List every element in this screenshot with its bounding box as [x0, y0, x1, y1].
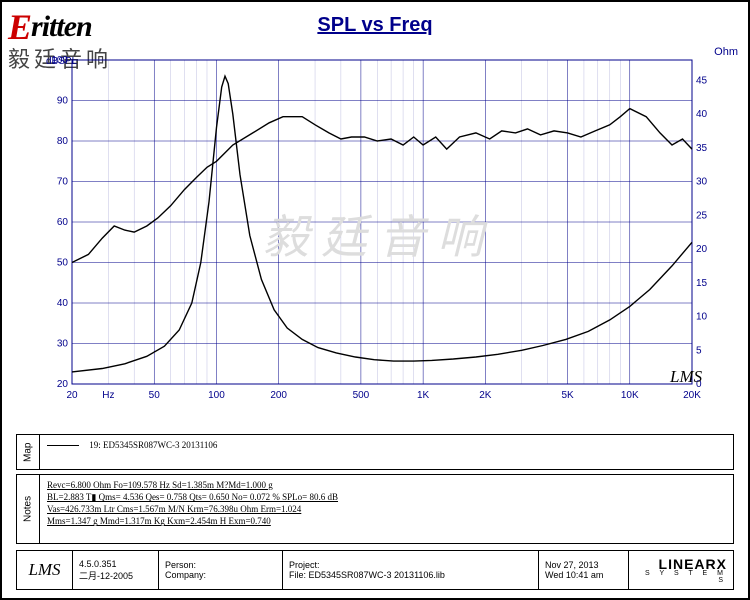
map-label: Map — [16, 434, 40, 470]
svg-text:20K: 20K — [683, 390, 701, 401]
legend-swatch — [47, 445, 79, 446]
footer-linearx: LINEARX S Y S T E M S — [629, 551, 733, 589]
notes-panel: Notes Revc=6.800 Ohm Fo=109.578 Hz Sd=1.… — [16, 474, 734, 544]
svg-text:60: 60 — [57, 217, 69, 228]
page-title: SPL vs Freq — [317, 14, 432, 37]
footer-person: Person: Company: — [159, 551, 283, 589]
spl-chart: 毅廷音响 20304050607080901000510152025303540… — [32, 54, 726, 414]
notes-line: Vas=426.733m Ltr Cms=1.567m M/N Krm=76.3… — [47, 503, 727, 515]
legend-text: 19: ED5345SR087WC-3 20131106 — [89, 440, 217, 450]
notes-line: Revc=6.800 Ohm Fo=109.578 Hz Sd=1.385m M… — [47, 479, 727, 491]
svg-text:500: 500 — [353, 390, 370, 401]
svg-text:30: 30 — [696, 177, 708, 188]
footer: LMS 4.5.0.351 二月-12-2005 Person: Company… — [16, 550, 734, 590]
svg-text:25: 25 — [696, 210, 708, 221]
systems-text: S Y S T E M S — [635, 570, 727, 584]
project-label: Project: — [289, 560, 532, 570]
svg-text:2K: 2K — [479, 390, 492, 401]
file-label: File: ED5345SR087WC-3 20131106.lib — [289, 570, 532, 580]
company-label: Company: — [165, 570, 276, 580]
notes-line: BL=2.883 T▮ Qms= 4.536 Qes= 0.758 Qts= 0… — [47, 491, 727, 503]
print-date: Nov 27, 2013 — [545, 560, 622, 570]
svg-text:200: 200 — [270, 390, 287, 401]
notes-content: Revc=6.800 Ohm Fo=109.578 Hz Sd=1.385m M… — [47, 479, 727, 539]
svg-text:Hz: Hz — [102, 390, 114, 401]
footer-project: Project: File: ED5345SR087WC-3 20131106.… — [283, 551, 539, 589]
lms-corner-label: LMS — [669, 367, 703, 386]
svg-text:70: 70 — [57, 177, 69, 188]
notes-label: Notes — [16, 474, 40, 544]
svg-text:50: 50 — [149, 390, 161, 401]
svg-text:100: 100 — [208, 390, 225, 401]
svg-text:20: 20 — [57, 379, 69, 390]
footer-printdate: Nov 27, 2013 Wed 10:41 am — [539, 551, 629, 589]
svg-text:5: 5 — [696, 345, 702, 356]
svg-text:15: 15 — [696, 278, 708, 289]
footer-lms: LMS — [17, 551, 73, 589]
svg-text:30: 30 — [57, 339, 69, 350]
svg-text:10K: 10K — [621, 390, 639, 401]
print-time: Wed 10:41 am — [545, 570, 622, 580]
svg-text:90: 90 — [57, 96, 69, 107]
version-text: 4.5.0.351 — [79, 559, 152, 569]
person-label: Person: — [165, 560, 276, 570]
app-frame: Eritten 毅廷音响 SPL vs Freq Ohm 毅廷音响 203040… — [0, 0, 750, 600]
brand-rest: ritten — [31, 10, 92, 43]
svg-text:80: 80 — [57, 136, 69, 147]
svg-text:40: 40 — [696, 109, 708, 120]
svg-text:20: 20 — [696, 244, 708, 255]
chart-svg: 2030405060708090100051015202530354045205… — [32, 54, 726, 414]
svg-text:dBSPL: dBSPL — [46, 56, 78, 67]
svg-text:10: 10 — [696, 312, 708, 323]
svg-text:5K: 5K — [561, 390, 574, 401]
svg-text:40: 40 — [57, 298, 69, 309]
svg-text:45: 45 — [696, 75, 708, 86]
svg-text:50: 50 — [57, 258, 69, 269]
svg-text:35: 35 — [696, 143, 708, 154]
map-panel: Map 19: ED5345SR087WC-3 20131106 — [16, 434, 734, 470]
footer-version: 4.5.0.351 二月-12-2005 — [73, 551, 159, 589]
svg-text:1K: 1K — [417, 390, 430, 401]
svg-text:20: 20 — [66, 390, 78, 401]
brand-e: E — [8, 7, 31, 47]
build-date: 二月-12-2005 — [79, 569, 152, 582]
notes-line: Mms=1.347 g Mmd=1.317m Kg Kxm=2.454m H E… — [47, 515, 727, 527]
map-content: 19: ED5345SR087WC-3 20131106 — [47, 439, 727, 465]
